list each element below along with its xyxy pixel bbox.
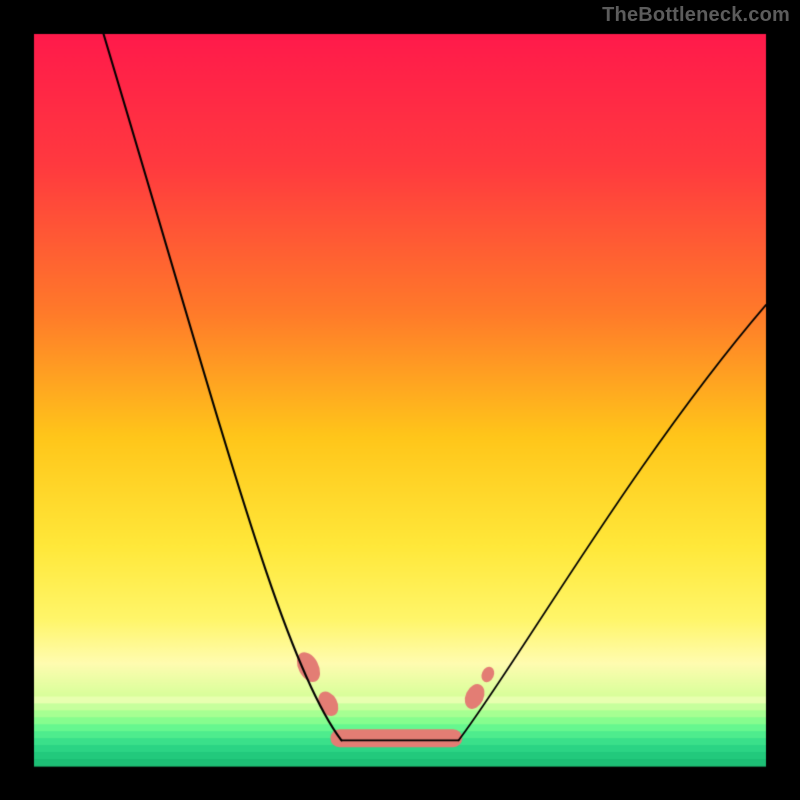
watermark-text: TheBottleneck.com	[602, 4, 790, 27]
chart-stage: TheBottleneck.com	[0, 0, 800, 800]
bottleneck-chart-canvas	[0, 0, 800, 800]
